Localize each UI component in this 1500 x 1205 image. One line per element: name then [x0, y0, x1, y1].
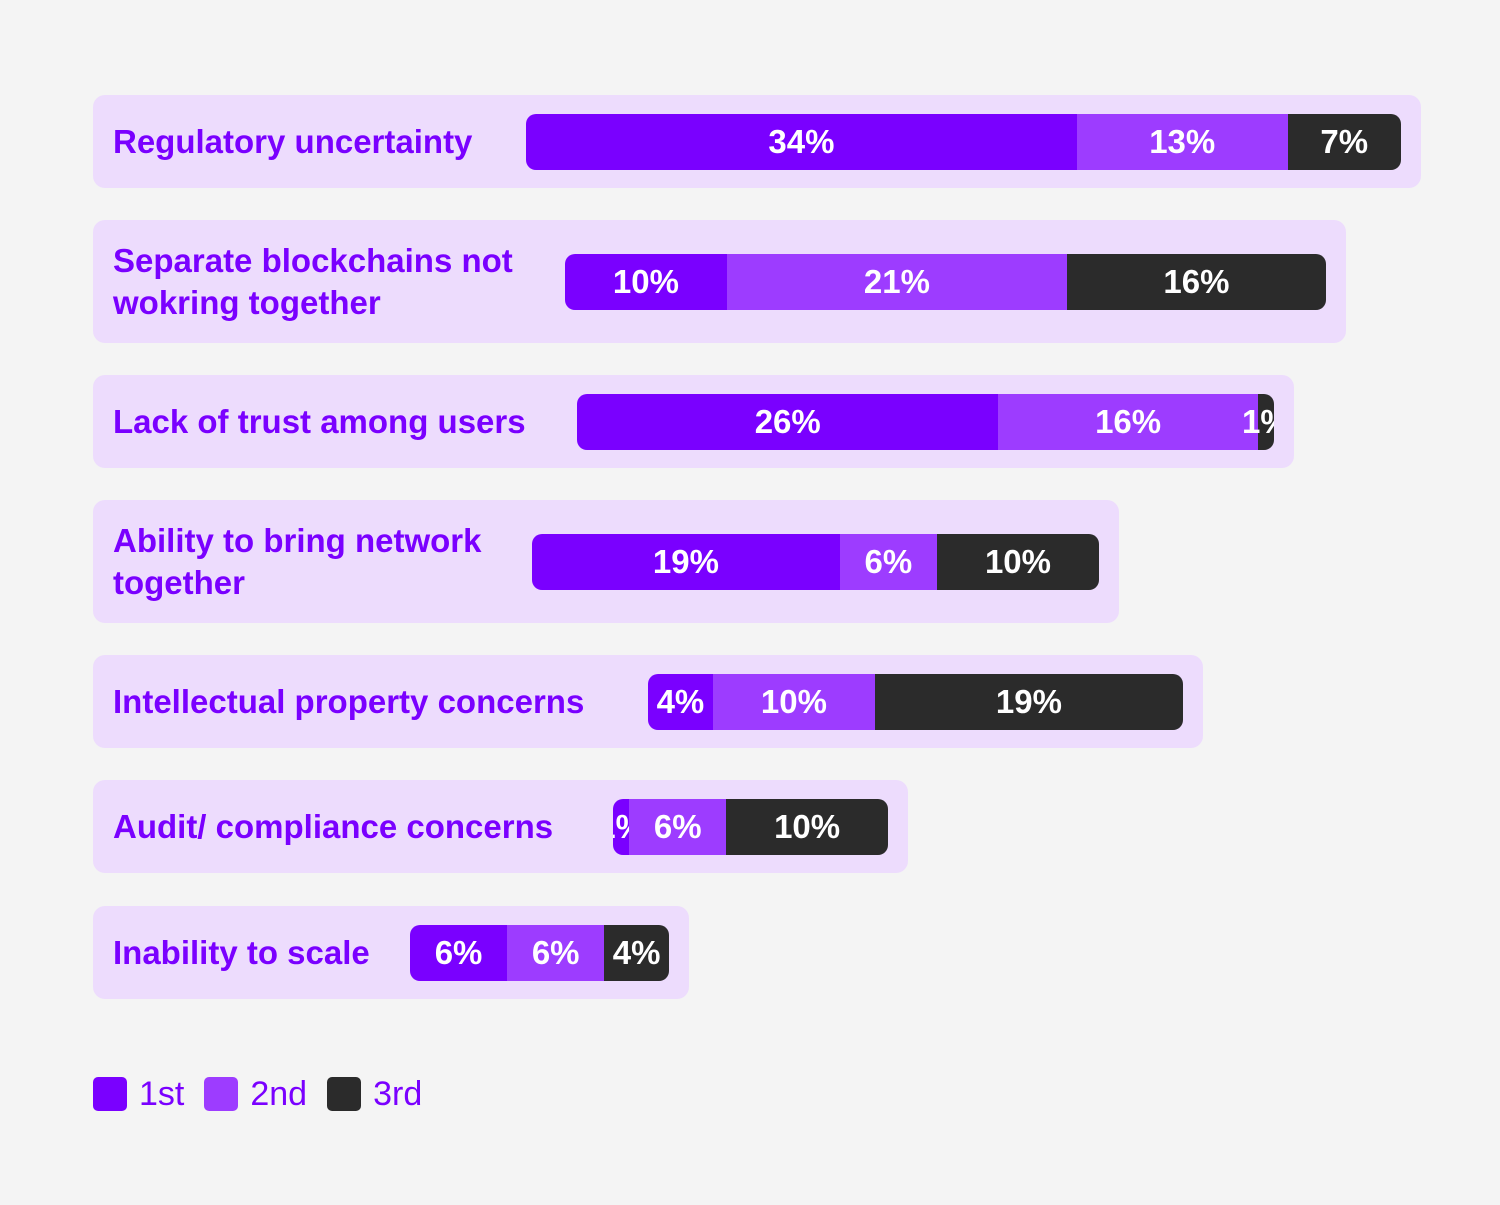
bar-segment-3rd: 10%	[936, 534, 1099, 590]
stacked-bar: 19% 6% 10%	[532, 534, 1099, 590]
stacked-bar: 34% 13% 7%	[526, 114, 1401, 170]
bar-segment-1st: 19%	[532, 534, 840, 590]
stacked-bar: 4% 10% 19%	[648, 674, 1183, 730]
data-label: 34%	[768, 123, 835, 160]
bar-segment-3rd: 19%	[874, 674, 1183, 730]
category-label: Regulatory uncertainty	[113, 122, 473, 160]
legend-label-2nd: 2nd	[250, 1075, 308, 1113]
category-label: Audit/ compliance concerns	[113, 807, 554, 845]
data-label: 1%	[1242, 403, 1274, 440]
category-row: Inability to scale	[93, 906, 689, 999]
stacked-bar: 6% 6% 4%	[410, 925, 669, 981]
data-label: 4%	[656, 683, 705, 720]
bar-segment-3rd: 7%	[1287, 114, 1401, 170]
bar-segment-2nd: 6%	[507, 925, 605, 981]
bar-segment-2nd: 6%	[839, 534, 937, 590]
data-label: 10%	[774, 808, 841, 845]
legend-item-2nd: 2nd	[204, 1074, 307, 1114]
category-label: Lack of trust among users	[113, 402, 526, 440]
legend-item-3rd: 3rd	[327, 1074, 422, 1114]
bar-segment-3rd: 16%	[1066, 254, 1326, 310]
bar-segment-1st: 10%	[565, 254, 727, 310]
bar-segment-3rd: 1%	[1242, 394, 1274, 450]
bar-segment-2nd: 10%	[712, 674, 875, 730]
stacked-bar: 26% 16% 1%	[577, 394, 1274, 450]
category-row: Audit/ compliance concerns	[93, 780, 908, 873]
data-label: 16%	[1095, 403, 1162, 440]
data-label: 7%	[1320, 123, 1369, 160]
data-label: 19%	[995, 683, 1062, 720]
data-label: 6%	[434, 934, 483, 971]
bar-segment-2nd: 13%	[1076, 114, 1288, 170]
data-label: 4%	[612, 934, 661, 971]
bar-segment-1st: 6%	[410, 925, 508, 981]
legend-swatch-3rd	[327, 1077, 362, 1111]
data-label: 6%	[653, 808, 702, 845]
data-label: 10%	[760, 683, 827, 720]
bar-segment-3rd: 10%	[726, 799, 888, 855]
stacked-bar: 1%6% 10%	[613, 799, 888, 855]
bar-segment-1st: 1%	[613, 799, 645, 855]
legend-swatch-2nd	[204, 1077, 239, 1111]
data-label: 26%	[754, 403, 821, 440]
category-label: Ability to bring network together	[113, 521, 482, 601]
legend-label-1st: 1st	[139, 1075, 185, 1113]
data-label: 6%	[864, 543, 913, 580]
data-label: 6%	[531, 934, 580, 971]
data-label: 19%	[652, 543, 719, 580]
category-label: Separate blockchains not wokring togethe…	[113, 241, 513, 321]
bar-segment-2nd: 16%	[998, 394, 1258, 450]
data-label: 10%	[984, 543, 1052, 580]
data-label: 10%	[612, 263, 679, 300]
bar-segment-1st: 26%	[577, 394, 999, 450]
bar-segment-1st: 34%	[526, 114, 1077, 170]
bar-segment-2nd: 6%	[629, 799, 727, 855]
bar-segment-2nd: 21%	[726, 254, 1067, 310]
bar-segment-3rd: 4%	[604, 925, 669, 981]
legend: 1st 2nd 3rd	[93, 1074, 442, 1114]
data-label: 21%	[863, 263, 930, 300]
data-label: 13%	[1149, 123, 1216, 160]
stacked-bar: 10% 21% 16%	[565, 254, 1326, 310]
data-label: 16%	[1163, 263, 1230, 300]
legend-label-3rd: 3rd	[373, 1075, 423, 1113]
category-label: Intellectual property concerns	[113, 682, 585, 720]
legend-swatch-1st	[93, 1077, 127, 1111]
bar-segment-1st: 4%	[648, 674, 713, 730]
legend-item-1st: 1st	[93, 1074, 184, 1114]
category-label: Inability to scale	[113, 933, 370, 971]
